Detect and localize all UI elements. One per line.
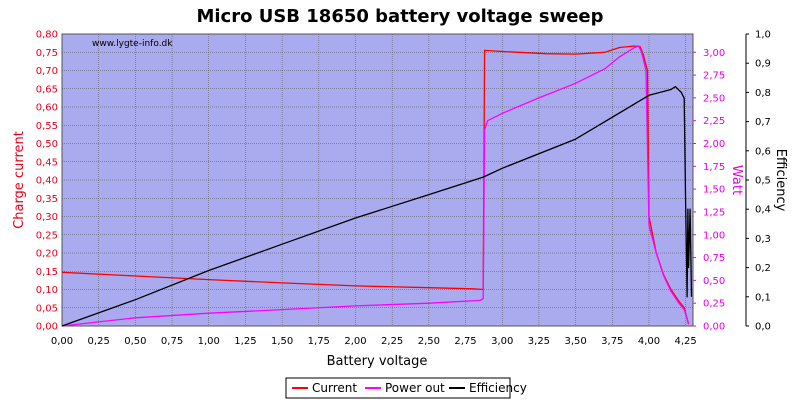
- y-left-tick-label: 0,35: [36, 194, 58, 205]
- y-watt-tick-label: 2,75: [703, 71, 725, 82]
- y-left-tick-label: 0,00: [36, 322, 58, 333]
- y-left-tick-label: 0,50: [36, 139, 58, 150]
- y-watt-tick-label: 2,50: [703, 93, 725, 104]
- series-line-efficiency: [61, 85, 693, 327]
- x-tick-label: 3,50: [564, 336, 586, 347]
- y-watt-tick-label: 1,25: [703, 207, 725, 218]
- y-left-tick-label: 0,70: [36, 66, 58, 77]
- legend-label-power-out: Power out: [385, 381, 445, 395]
- legend-box: [285, 377, 511, 399]
- y-watt-tick-label: 0,00: [703, 322, 725, 333]
- plot-area: [61, 33, 694, 327]
- y-efficiency-tick-label: 0,6: [755, 146, 771, 157]
- y-left-tick-label: 0,25: [36, 230, 58, 241]
- y-efficiency-tick-label: 1,0: [755, 30, 771, 41]
- y-left-tick-label: 0,05: [36, 303, 58, 314]
- legend: Current Power out Efficiency: [285, 377, 527, 399]
- y-watt-tick-label: 0,50: [703, 276, 725, 287]
- x-axis-label: Battery voltage: [327, 354, 428, 369]
- x-tick-label: 0,50: [124, 336, 146, 347]
- y-watt-tick-label: 1,75: [703, 162, 725, 173]
- y-left-tick-label: 0,65: [36, 84, 58, 95]
- x-tick-label: 2,00: [344, 336, 366, 347]
- x-tick-label: 3,00: [491, 336, 513, 347]
- x-tick-label: 0,25: [88, 336, 110, 347]
- y-left-tick-label: 0,15: [36, 267, 58, 278]
- y-watt-tick-label: 2,00: [703, 139, 725, 150]
- x-axis-ticks: 0,00 0,25 0,50 0,75 1,00 1,25 1,50 1,75 2,00 2,25…: [51, 336, 697, 347]
- x-tick-label: 2,25: [381, 336, 403, 347]
- x-tick-label: 0,75: [161, 336, 183, 347]
- y-left-tick-label: 0,20: [36, 249, 58, 260]
- y-watt-tick-label: 3,00: [703, 48, 725, 59]
- y-efficiency-tick-label: 0,5: [755, 176, 771, 187]
- chart-title: Micro USB 18650 battery voltage sweep: [196, 6, 603, 27]
- y-watt-tick-label: 2,25: [703, 116, 725, 127]
- y-left-tick-label: 0,40: [36, 176, 58, 187]
- y-watt-tick-label: 1,50: [703, 185, 725, 196]
- y-left-tick-label: 0,75: [36, 48, 58, 59]
- y-left-tick-label: 0,10: [36, 285, 58, 296]
- x-tick-label: 1,50: [271, 336, 293, 347]
- y-watt-axis-ticks: 0,00 0,25 0,50 0,75 1,00 1,25 1,50 1,75 2,00 2,25…: [693, 48, 725, 333]
- x-tick-label: 3,75: [601, 336, 623, 347]
- legend-label-efficiency: Efficiency: [469, 381, 527, 395]
- y-efficiency-tick-label: 0,4: [755, 205, 771, 216]
- legend-label-current: Current: [312, 381, 357, 395]
- y-efficiency-tick-label: 0,7: [755, 117, 771, 128]
- watermark: www.lygte-info.dk: [92, 39, 173, 49]
- y-watt-tick-label: 1,00: [703, 230, 725, 241]
- y-left-tick-label: 0,80: [36, 30, 58, 41]
- x-tick-label: 2,50: [418, 336, 440, 347]
- y-efficiency-tick-label: 0,9: [755, 59, 771, 70]
- y-efficiency-axis-label: Efficiency: [773, 149, 788, 212]
- y-efficiency-tick-label: 0,0: [755, 322, 771, 333]
- y-left-tick-label: 0,30: [36, 212, 58, 223]
- y-watt-tick-label: 0,25: [703, 299, 725, 310]
- y-left-tick-label: 0,45: [36, 157, 58, 168]
- y-left-tick-label: 0,60: [36, 103, 58, 114]
- x-tick-label: 3,25: [528, 336, 550, 347]
- y-watt-tick-label: 0,75: [703, 253, 725, 264]
- x-tick-label: 1,75: [308, 336, 330, 347]
- y-efficiency-tick-label: 0,2: [755, 263, 771, 274]
- y-left-tick-label: 0,55: [36, 121, 58, 132]
- x-tick-label: 1,00: [198, 336, 220, 347]
- y-efficiency-tick-label: 0,3: [755, 234, 771, 245]
- series-line-power-out: [61, 45, 690, 327]
- x-tick-label: 2,75: [454, 336, 476, 347]
- x-tick-label: 0,00: [51, 336, 73, 347]
- y-left-axis-label: Charge current: [12, 131, 27, 229]
- y-left-axis-ticks: 0,00 0,05 0,10 0,15 0,20 0,25 0,30 0,35 0,40 0,45…: [36, 30, 58, 333]
- y-efficiency-tick-label: 0,1: [755, 292, 771, 303]
- series-line-current: [61, 45, 690, 325]
- x-tick-label: 4,00: [638, 336, 660, 347]
- y-efficiency-axis-ticks: 0,0 0,1 0,2 0,3 0,4 0,5 0,6 0,7 0,8 0,9 1,0: [745, 30, 771, 333]
- x-tick-label: 1,25: [234, 336, 256, 347]
- y-watt-axis-label: Watt: [729, 165, 744, 195]
- x-tick-label: 4,25: [675, 336, 697, 347]
- y-efficiency-tick-label: 0,8: [755, 88, 771, 99]
